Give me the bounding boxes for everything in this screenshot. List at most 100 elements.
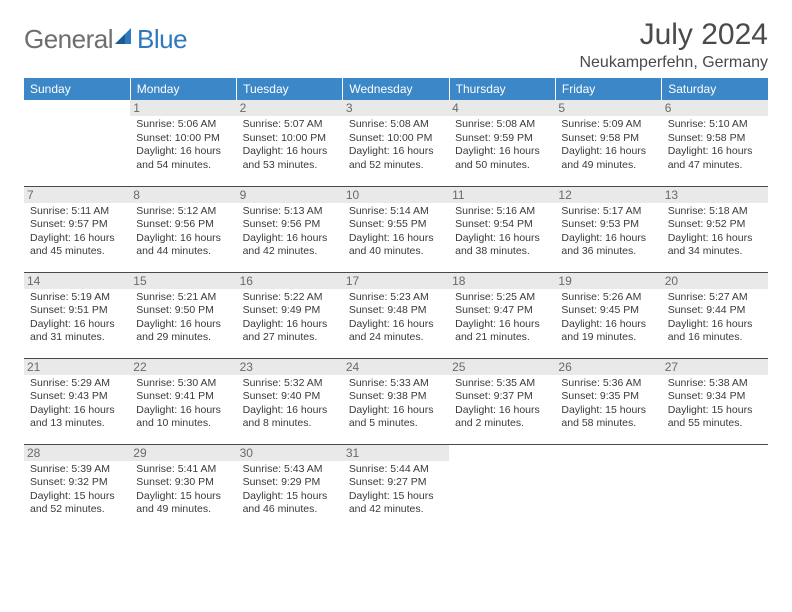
calendar-day-cell: 15Sunrise: 5:21 AMSunset: 9:50 PMDayligh…: [130, 272, 236, 358]
day-details: Sunrise: 5:16 AMSunset: 9:54 PMDaylight:…: [455, 205, 549, 260]
calendar-day-cell: 28 Sunrise: 5:39 AMSunset: 9:32 PMDayligh…: [24, 444, 130, 530]
day-number: 23: [237, 359, 343, 375]
day-details: Sunrise: 5:36 AMSunset: 9:35 PMDaylight:…: [561, 377, 655, 432]
calendar-day-cell: 26Sunrise: 5:36 AMSunset: 9:35 PMDayligh…: [555, 358, 661, 444]
sunset-text: Sunset: 10:00 PM: [136, 132, 230, 146]
logo: General Blue: [24, 18, 187, 55]
sunrise-text: Sunrise: 5:26 AM: [561, 291, 655, 305]
day-number: 27: [662, 359, 768, 375]
daylight-text: Daylight: 16 hours and 50 minutes.: [455, 145, 549, 172]
day-details: Sunrise: 5:29 AMSunset: 9:43 PMDaylight:…: [30, 377, 124, 432]
daylight-text: Daylight: 16 hours and 31 minutes.: [30, 318, 124, 345]
calendar-day-cell: 10 Sunrise: 5:14 AMSunset: 9:55 PMDayligh…: [343, 186, 449, 272]
daylight-text: Daylight: 16 hours and 2 minutes.: [455, 404, 549, 431]
day-number: 5: [555, 100, 661, 116]
sunrise-text: Sunrise: 5:07 AM: [243, 118, 337, 132]
calendar-week-row: 1Sunrise: 5:06 AMSunset: 10:00 PMDayligh…: [24, 100, 768, 186]
daylight-text: Daylight: 16 hours and 5 minutes.: [349, 404, 443, 431]
day-details: Sunrise: 5:14 AMSunset: 9:55 PMDaylight:…: [349, 205, 443, 260]
sunset-text: Sunset: 9:52 PM: [668, 218, 762, 232]
day-number: 25: [449, 359, 555, 375]
day-details: Sunrise: 5:18 AMSunset: 9:52 PMDaylight:…: [668, 205, 762, 260]
sunset-text: Sunset: 9:47 PM: [455, 304, 549, 318]
day-details: Sunrise: 5:27 AMSunset: 9:44 PMDaylight:…: [668, 291, 762, 346]
sunrise-text: Sunrise: 5:32 AM: [243, 377, 337, 391]
sunrise-text: Sunrise: 5:08 AM: [455, 118, 549, 132]
sunset-text: Sunset: 9:35 PM: [561, 390, 655, 404]
sunset-text: Sunset: 9:49 PM: [243, 304, 337, 318]
day-number: 24: [343, 359, 449, 375]
calendar-day-cell: 7Sunrise: 5:11 AMSunset: 9:57 PMDaylight…: [24, 186, 130, 272]
daylight-text: Daylight: 15 hours and 46 minutes.: [243, 490, 337, 517]
day-number: 11: [449, 187, 555, 203]
daylight-text: Daylight: 16 hours and 49 minutes.: [561, 145, 655, 172]
day-details: Sunrise: 5:06 AMSunset: 10:00 PMDaylight…: [136, 118, 230, 173]
calendar-day-cell: 8Sunrise: 5:12 AMSunset: 9:56 PMDaylight…: [130, 186, 236, 272]
day-details: Sunrise: 5:08 AMSunset: 9:59 PMDaylight:…: [455, 118, 549, 173]
calendar-day-cell: 2Sunrise: 5:07 AMSunset: 10:00 PMDayligh…: [237, 100, 343, 186]
daylight-text: Daylight: 16 hours and 34 minutes.: [668, 232, 762, 259]
sunrise-text: Sunrise: 5:09 AM: [561, 118, 655, 132]
sunset-text: Sunset: 9:27 PM: [349, 476, 443, 490]
day-number: 12: [555, 187, 661, 203]
weekday-header-row: Sunday Monday Tuesday Wednesday Thursday…: [24, 78, 768, 100]
sunrise-text: Sunrise: 5:14 AM: [349, 205, 443, 219]
logo-text-general: General: [24, 24, 113, 55]
sunset-text: Sunset: 9:48 PM: [349, 304, 443, 318]
sunrise-text: Sunrise: 5:30 AM: [136, 377, 230, 391]
calendar-table: Sunday Monday Tuesday Wednesday Thursday…: [24, 78, 768, 530]
sunrise-text: Sunrise: 5:10 AM: [668, 118, 762, 132]
sunrise-text: Sunrise: 5:36 AM: [561, 377, 655, 391]
day-details: Sunrise: 5:11 AMSunset: 9:57 PMDaylight:…: [30, 205, 124, 260]
calendar-day-cell: 13Sunrise: 5:18 AMSunset: 9:52 PMDayligh…: [662, 186, 768, 272]
day-details: Sunrise: 5:35 AMSunset: 9:37 PMDaylight:…: [455, 377, 549, 432]
day-number: 6: [662, 100, 768, 116]
day-number: 3: [343, 100, 449, 116]
calendar-day-cell: 22Sunrise: 5:30 AMSunset: 9:41 PMDayligh…: [130, 358, 236, 444]
daylight-text: Daylight: 15 hours and 42 minutes.: [349, 490, 443, 517]
calendar-day-cell: [24, 100, 130, 186]
calendar-day-cell: 31Sunrise: 5:44 AMSunset: 9:27 PMDayligh…: [343, 444, 449, 530]
sunrise-text: Sunrise: 5:19 AM: [30, 291, 124, 305]
calendar-day-cell: 6 Sunrise: 5:10 AMSunset: 9:58 PMDaylight…: [662, 100, 768, 186]
day-number: 28: [24, 445, 130, 461]
day-number: 10: [343, 187, 449, 203]
sunset-text: Sunset: 9:57 PM: [30, 218, 124, 232]
sunset-text: Sunset: 9:34 PM: [668, 390, 762, 404]
weekday-header: Sunday: [24, 78, 130, 100]
sunset-text: Sunset: 9:29 PM: [243, 476, 337, 490]
title-block: July 2024 Neukamperfehn, Germany: [579, 18, 768, 72]
calendar-week-row: 14Sunrise: 5:19 AMSunset: 9:51 PMDayligh…: [24, 272, 768, 358]
daylight-text: Daylight: 16 hours and 8 minutes.: [243, 404, 337, 431]
calendar-week-row: 28 Sunrise: 5:39 AMSunset: 9:32 PMDayligh…: [24, 444, 768, 530]
day-number: 17: [343, 273, 449, 289]
sunset-text: Sunset: 10:00 PM: [243, 132, 337, 146]
sunset-text: Sunset: 9:54 PM: [455, 218, 549, 232]
sunrise-text: Sunrise: 5:23 AM: [349, 291, 443, 305]
logo-sail-icon: [113, 26, 135, 53]
weekday-header: Saturday: [662, 78, 768, 100]
day-number: 29: [130, 445, 236, 461]
sunrise-text: Sunrise: 5:29 AM: [30, 377, 124, 391]
day-details: Sunrise: 5:41 AMSunset: 9:30 PMDaylight:…: [136, 463, 230, 518]
day-details: Sunrise: 5:39 AMSunset: 9:32 PMDaylight:…: [30, 463, 124, 518]
sunset-text: Sunset: 9:58 PM: [668, 132, 762, 146]
sunset-text: Sunset: 9:37 PM: [455, 390, 549, 404]
daylight-text: Daylight: 16 hours and 42 minutes.: [243, 232, 337, 259]
weekday-header: Wednesday: [343, 78, 449, 100]
daylight-text: Daylight: 16 hours and 40 minutes.: [349, 232, 443, 259]
sunrise-text: Sunrise: 5:25 AM: [455, 291, 549, 305]
calendar-day-cell: 19Sunrise: 5:26 AMSunset: 9:45 PMDayligh…: [555, 272, 661, 358]
sunset-text: Sunset: 9:32 PM: [30, 476, 124, 490]
daylight-text: Daylight: 16 hours and 36 minutes.: [561, 232, 655, 259]
day-number: 8: [130, 187, 236, 203]
day-number: 19: [555, 273, 661, 289]
location-label: Neukamperfehn, Germany: [579, 54, 768, 72]
daylight-text: Daylight: 16 hours and 10 minutes.: [136, 404, 230, 431]
calendar-day-cell: 3Sunrise: 5:08 AMSunset: 10:00 PMDayligh…: [343, 100, 449, 186]
sunset-text: Sunset: 9:51 PM: [30, 304, 124, 318]
day-number: 31: [343, 445, 449, 461]
sunrise-text: Sunrise: 5:06 AM: [136, 118, 230, 132]
page-title: July 2024: [579, 18, 768, 52]
daylight-text: Daylight: 16 hours and 47 minutes.: [668, 145, 762, 172]
